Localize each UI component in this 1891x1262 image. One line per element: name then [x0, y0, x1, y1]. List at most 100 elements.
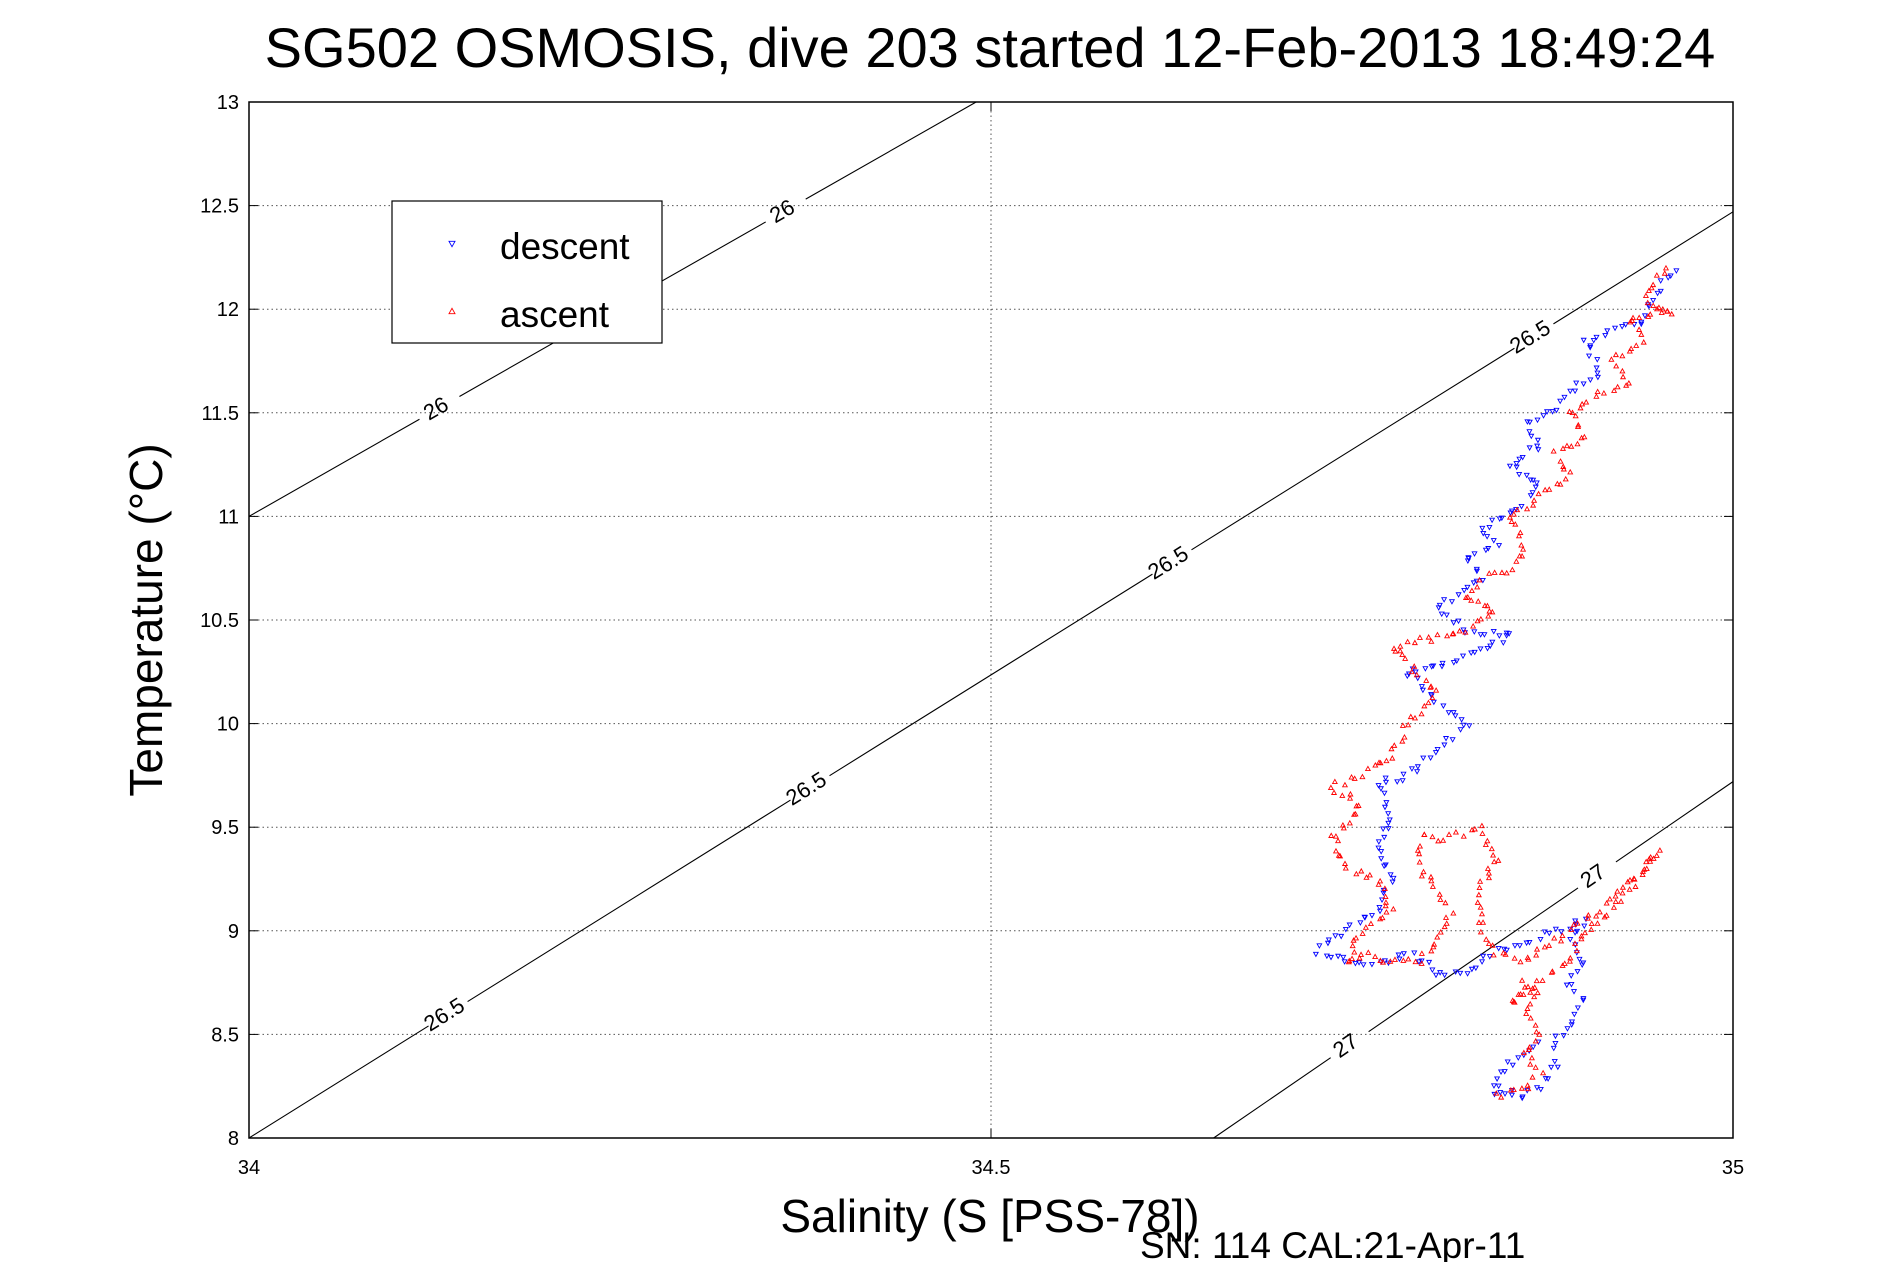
ascent-point	[1512, 521, 1519, 527]
ascent-point	[1337, 852, 1344, 859]
descent-point	[1452, 713, 1459, 719]
descent-point	[1342, 926, 1349, 933]
descent-point	[1548, 1064, 1555, 1071]
ascent-point	[1619, 889, 1626, 896]
ascent-point	[1397, 643, 1404, 649]
descent-point	[1427, 755, 1434, 761]
ascent-point	[1425, 634, 1432, 640]
ascent-point	[1569, 409, 1576, 416]
isopycnal-label: 26	[765, 194, 799, 228]
ascent-point	[1437, 896, 1444, 902]
ascent-point	[1578, 932, 1585, 939]
ascent-point	[1486, 607, 1493, 614]
descent-point	[1533, 480, 1540, 486]
descent-point	[1568, 1022, 1575, 1028]
descent-point	[1457, 727, 1464, 733]
ascent-point	[1610, 904, 1618, 910]
ascent-point	[1485, 613, 1492, 619]
descent-point	[1404, 673, 1411, 680]
ascent-point	[1518, 1085, 1525, 1091]
ascent-point	[1433, 687, 1440, 693]
ascent-point	[1421, 831, 1428, 837]
descent-point	[1535, 447, 1542, 453]
ascent-point	[1379, 959, 1387, 965]
ascent-point	[1549, 968, 1556, 974]
ascent-point	[1450, 909, 1457, 916]
ascent-point	[1608, 356, 1615, 362]
ascent-point	[1584, 915, 1591, 921]
descent-point	[1400, 951, 1407, 957]
descent-point	[1484, 645, 1491, 652]
ascent-point	[1524, 1082, 1531, 1088]
ascent-point	[1568, 926, 1575, 932]
ascent-point	[1668, 310, 1675, 317]
ascent-point	[1578, 935, 1585, 942]
ascent-point	[1428, 638, 1435, 644]
descent-point	[1526, 445, 1533, 451]
ascent-point	[1477, 904, 1484, 910]
ascent-point	[1377, 957, 1384, 963]
descent-point	[1579, 962, 1586, 968]
descent-point	[1386, 817, 1393, 823]
descent-point	[1665, 275, 1672, 281]
descent-point	[1501, 1091, 1509, 1097]
ascent-point	[1429, 833, 1436, 840]
ascent-point	[1412, 958, 1419, 965]
descent-point	[1489, 517, 1496, 524]
descent-point	[1576, 956, 1583, 963]
descent-point	[1471, 551, 1478, 557]
descent-point	[1513, 507, 1520, 513]
descent-point	[1497, 1090, 1504, 1096]
descent-point	[1428, 664, 1435, 670]
ascent-point	[1500, 949, 1507, 956]
ascent-point	[1532, 1064, 1539, 1070]
ascent-point	[1540, 1069, 1547, 1076]
ascent-point	[1452, 828, 1459, 835]
descent-point	[1490, 1083, 1498, 1089]
descent-point	[1526, 940, 1533, 946]
ascent-point	[1603, 912, 1610, 918]
ascent-point	[1387, 958, 1394, 964]
descent-point	[1490, 538, 1497, 544]
ascent-point	[1574, 423, 1582, 430]
x-axis-ticks: 34 34.5 35	[238, 102, 1744, 1179]
ascent-point	[1341, 781, 1349, 788]
ascent-point	[1404, 638, 1411, 645]
ascent-point	[1358, 867, 1365, 874]
descent-point	[1593, 334, 1600, 341]
descent-point	[1368, 913, 1376, 919]
ascent-point	[1462, 629, 1469, 635]
descent-point	[1415, 959, 1423, 965]
ascent-point	[1411, 663, 1418, 669]
ascent-point	[1416, 858, 1423, 865]
ascent-point	[1397, 647, 1404, 654]
ascent-point	[1468, 826, 1476, 833]
ascent-point	[1639, 871, 1646, 877]
descent-point	[1526, 429, 1533, 435]
descent-point	[1549, 409, 1556, 415]
descent-point	[1593, 365, 1600, 372]
ascent-point	[1391, 742, 1398, 748]
descent-point	[1537, 937, 1544, 943]
ascent-point	[1517, 529, 1524, 535]
descent-point	[1552, 1041, 1559, 1047]
ascent-point	[1508, 518, 1515, 524]
ascent-point	[1626, 876, 1634, 883]
ascent-point	[1411, 714, 1419, 721]
descent-point	[1477, 632, 1484, 638]
descent-point	[1420, 755, 1427, 762]
ascent-point	[1348, 955, 1356, 961]
descent-point	[1585, 353, 1593, 360]
ascent-point	[1359, 773, 1366, 780]
descent-point	[1498, 515, 1505, 522]
descent-point	[1523, 472, 1530, 479]
ascent-point	[1636, 314, 1643, 320]
ascent-point	[1631, 876, 1638, 882]
descent-point	[1414, 769, 1421, 775]
descent-point	[1438, 611, 1445, 618]
ascent-point	[1620, 373, 1627, 380]
ascent-point	[1427, 683, 1435, 689]
descent-point	[1389, 879, 1396, 886]
ascent-point	[1427, 873, 1435, 880]
ascent-point	[1656, 847, 1663, 853]
